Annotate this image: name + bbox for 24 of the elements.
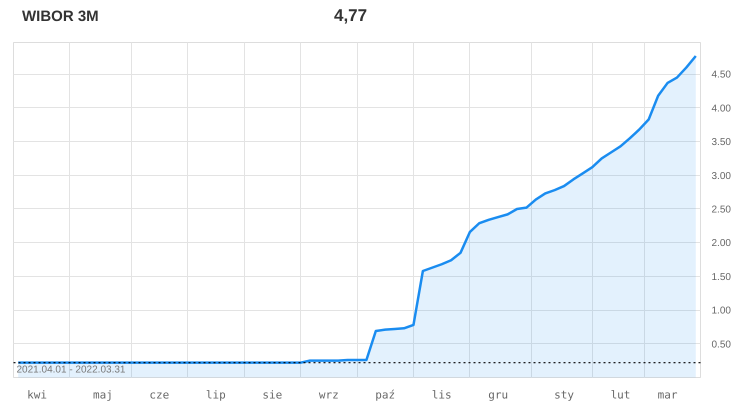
chart-subtitle: 4,77 [334,5,368,27]
annotation: 2021.04.01 - 2022.03.31 [16,364,126,376]
x-tick-label: lip [206,388,226,402]
y-tick-label: 4.50 [712,70,732,81]
x-tick-label: maj [92,388,113,402]
x-tick-label: cze [149,388,170,402]
x-tick-label: lut [610,388,630,402]
x-tick-label: mar [658,388,678,402]
y-tick-label: 0.50 [712,339,732,350]
y-tick-label: 3.50 [712,137,732,148]
y-tick-label: 2.50 [712,204,732,216]
x-tick-label: sty [554,388,574,402]
x-tick-label: lis [432,388,452,402]
y-tick-label: 1.50 [712,272,732,283]
y-tick-label: 2.00 [712,238,732,250]
y-tick-label: 4.00 [712,103,732,114]
x-tick-label: paź [375,388,396,402]
y-tick-label: 1.00 [712,306,732,317]
x-tick-label: gru [488,388,508,402]
x-tick-label: kwi [27,388,47,402]
x-tick-label: wrz [318,388,339,402]
x-tick-label: sie [262,388,282,402]
y-tick-label: 3.00 [712,170,732,182]
chart-title: WIBOR 3M [22,7,99,27]
